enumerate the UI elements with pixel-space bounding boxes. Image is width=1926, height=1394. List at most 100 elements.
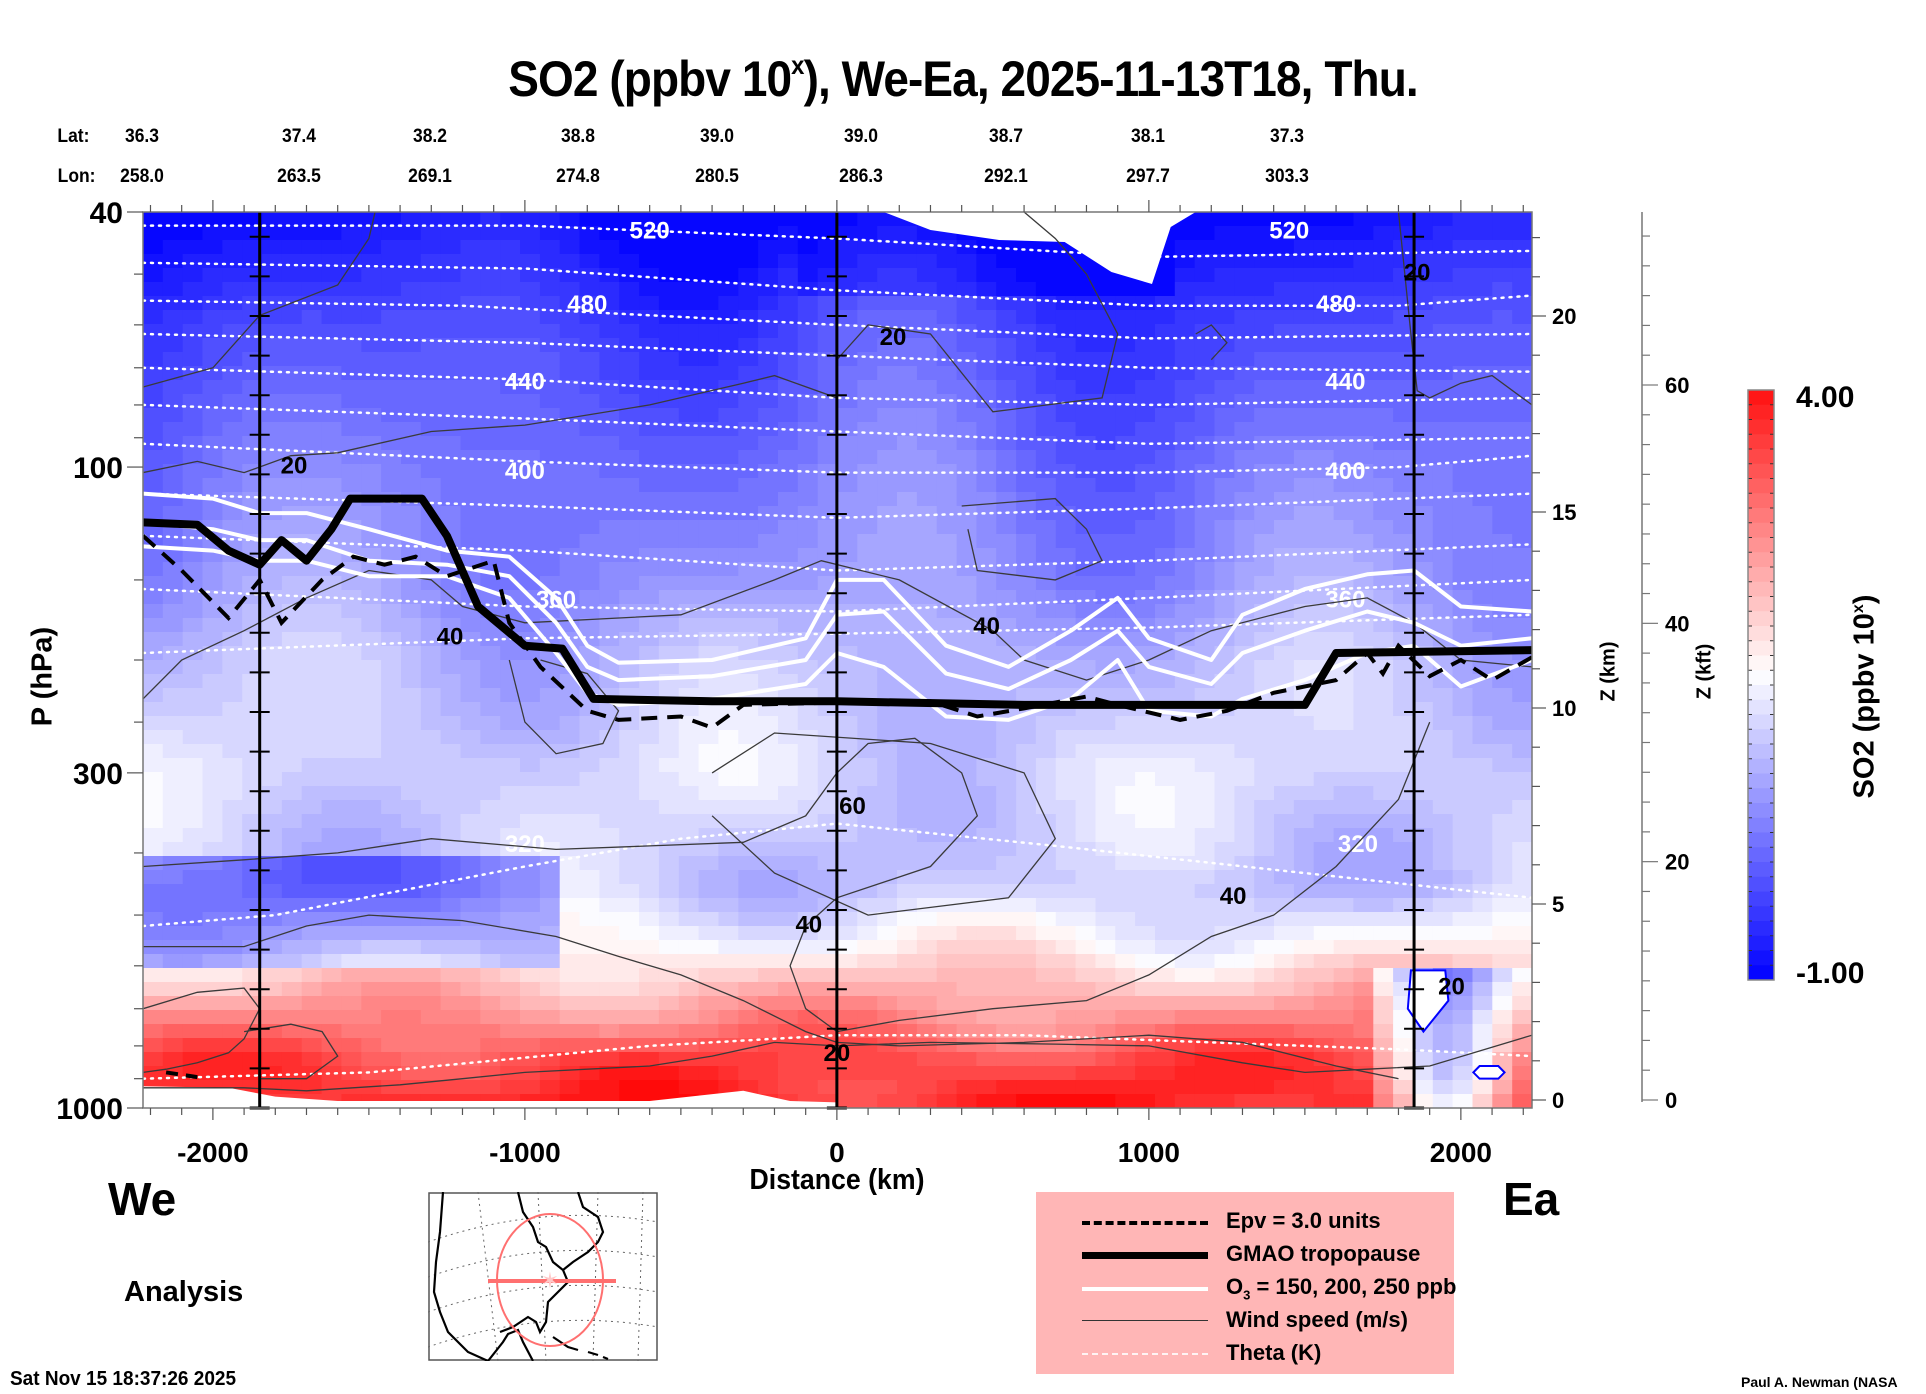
field-cell bbox=[1115, 758, 1136, 773]
field-cell bbox=[1512, 212, 1532, 227]
field-cell bbox=[936, 352, 958, 367]
field-cell bbox=[916, 982, 938, 997]
x-tick-label: 0 bbox=[829, 1137, 845, 1168]
field-cell bbox=[1155, 352, 1176, 367]
field-cell bbox=[1333, 758, 1354, 773]
field-cell bbox=[778, 576, 799, 591]
field-cell bbox=[321, 226, 342, 241]
field-cell bbox=[976, 828, 997, 843]
field-cell bbox=[440, 492, 461, 507]
field-cell bbox=[897, 954, 918, 969]
field-cell bbox=[143, 408, 164, 423]
field-cell bbox=[202, 1066, 223, 1081]
field-cell bbox=[1214, 422, 1235, 437]
field-cell bbox=[361, 688, 382, 703]
field-cell bbox=[539, 296, 561, 311]
field-cell bbox=[1512, 758, 1532, 773]
field-cell bbox=[1194, 478, 1216, 493]
field-cell bbox=[1174, 380, 1196, 395]
field-cell bbox=[401, 576, 422, 591]
field-cell bbox=[480, 422, 501, 437]
theta-label: 320 bbox=[505, 831, 545, 858]
field-cell bbox=[956, 632, 977, 647]
field-cell bbox=[1075, 660, 1096, 675]
field-cell bbox=[440, 464, 461, 479]
field-cell bbox=[738, 632, 759, 647]
field-cell bbox=[401, 240, 422, 255]
field-cell bbox=[1254, 520, 1275, 535]
colorbar-step bbox=[1748, 832, 1774, 848]
field-cell bbox=[877, 828, 898, 843]
field-cell bbox=[698, 590, 719, 605]
field-cell bbox=[996, 1010, 1017, 1025]
field-cell bbox=[1452, 1094, 1473, 1108]
lon-value: 292.1 bbox=[984, 166, 1028, 187]
field-cell bbox=[281, 492, 303, 507]
field-cell bbox=[500, 310, 521, 325]
field-cell bbox=[1492, 380, 1513, 395]
field-cell bbox=[956, 856, 977, 871]
field-cell bbox=[1393, 744, 1414, 759]
field-cell bbox=[956, 884, 977, 899]
field-cell bbox=[599, 562, 620, 577]
field-cell bbox=[361, 254, 382, 269]
field-cell bbox=[1075, 310, 1096, 325]
field-cell bbox=[1135, 1010, 1156, 1025]
field-cell bbox=[1135, 632, 1156, 647]
field-cell bbox=[1254, 1094, 1275, 1108]
field-cell bbox=[262, 478, 283, 493]
field-cell bbox=[658, 1052, 680, 1067]
field-cell bbox=[301, 912, 323, 927]
field-cell bbox=[678, 660, 700, 675]
field-cell bbox=[738, 576, 759, 591]
field-cell bbox=[837, 884, 858, 899]
field-cell bbox=[956, 534, 977, 549]
field-cell bbox=[1075, 1010, 1096, 1025]
field-cell bbox=[401, 478, 422, 493]
field-cell bbox=[1214, 548, 1235, 563]
field-cell bbox=[1115, 828, 1136, 843]
field-cell bbox=[1472, 520, 1493, 535]
field-cell bbox=[976, 1038, 997, 1053]
field-cell bbox=[1234, 268, 1255, 283]
field-cell bbox=[1095, 576, 1116, 591]
field-cell bbox=[1333, 436, 1354, 451]
field-cell bbox=[956, 562, 977, 577]
field-cell bbox=[1055, 954, 1077, 969]
field-cell bbox=[1432, 1024, 1454, 1039]
field-cell bbox=[242, 730, 263, 745]
field-cell bbox=[1393, 212, 1414, 227]
field-cell bbox=[401, 450, 422, 465]
field-cell bbox=[916, 968, 938, 983]
field-cell bbox=[202, 1010, 223, 1025]
field-cell bbox=[817, 436, 839, 451]
field-cell bbox=[242, 870, 263, 885]
field-cell bbox=[956, 408, 977, 423]
field-cell bbox=[817, 772, 839, 787]
field-cell bbox=[1194, 772, 1216, 787]
field-cell bbox=[1452, 744, 1473, 759]
field-cell bbox=[480, 450, 501, 465]
field-cell bbox=[1452, 310, 1473, 325]
field-cell bbox=[460, 730, 481, 745]
field-cell bbox=[341, 758, 362, 773]
field-cell bbox=[1155, 450, 1176, 465]
field-cell bbox=[460, 926, 481, 941]
field-cell bbox=[996, 800, 1017, 815]
field-cell bbox=[976, 1066, 997, 1081]
missing-data-region bbox=[143, 1086, 837, 1108]
field-cell bbox=[916, 898, 938, 913]
field-cell bbox=[1155, 926, 1176, 941]
field-cell bbox=[1055, 1080, 1077, 1095]
field-cell bbox=[1313, 212, 1335, 227]
theta-contour bbox=[143, 1033, 1532, 1080]
legend-item-wind: Wind speed (m/s) bbox=[1036, 1303, 1454, 1337]
field-cell bbox=[1234, 800, 1255, 815]
field-cell bbox=[401, 870, 422, 885]
field-cell bbox=[1174, 548, 1196, 563]
field-cell bbox=[579, 590, 600, 605]
field-cell bbox=[1055, 1010, 1077, 1025]
field-cell bbox=[1055, 478, 1077, 493]
field-cell bbox=[539, 1024, 561, 1039]
